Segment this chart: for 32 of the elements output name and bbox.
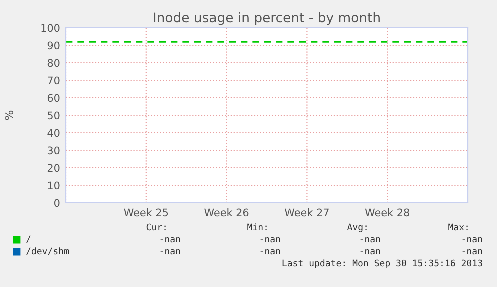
text: Min: bbox=[248, 224, 267, 231]
legend-label: / bbox=[26, 236, 31, 244]
text: -nan bbox=[462, 249, 482, 255]
y-axis-title: % bbox=[5, 110, 14, 120]
x-tick-label: Week 25 bbox=[124, 208, 168, 217]
y-tick-label: 30 bbox=[48, 146, 60, 155]
text: -nan bbox=[160, 237, 180, 243]
x-tick-label: Week 28 bbox=[365, 208, 410, 217]
text: Last update: Mon Sep 30 15:35:16 2013 bbox=[282, 260, 482, 268]
y-tick-label: 40 bbox=[48, 129, 60, 138]
y-tick-label: 90 bbox=[48, 42, 60, 50]
text: -nan bbox=[462, 237, 482, 243]
text: Max: bbox=[448, 224, 468, 231]
y-tick-label: 80 bbox=[48, 59, 60, 68]
text: -nan bbox=[260, 249, 280, 255]
y-tick-label: 100 bbox=[42, 24, 60, 32]
text: -nan bbox=[160, 249, 180, 255]
y-tick-label: 70 bbox=[48, 76, 60, 85]
text: Cur: bbox=[146, 224, 166, 231]
y-tick-label: 20 bbox=[48, 164, 60, 172]
y-tick-label: 0 bbox=[54, 199, 60, 208]
x-tick-label: Week 27 bbox=[284, 208, 329, 217]
legend-label: /dev/shm bbox=[26, 248, 70, 256]
x-tick-label: Week 26 bbox=[204, 208, 249, 217]
y-tick-label: 10 bbox=[48, 182, 60, 190]
text: -nan bbox=[260, 237, 280, 243]
text: Avg: bbox=[347, 224, 367, 232]
chart-title: Inode usage in percent - by month bbox=[154, 12, 380, 26]
text: -nan bbox=[360, 249, 380, 255]
text: -nan bbox=[360, 237, 380, 243]
y-tick-label: 50 bbox=[48, 112, 60, 120]
y-tick-label: 60 bbox=[48, 94, 60, 102]
